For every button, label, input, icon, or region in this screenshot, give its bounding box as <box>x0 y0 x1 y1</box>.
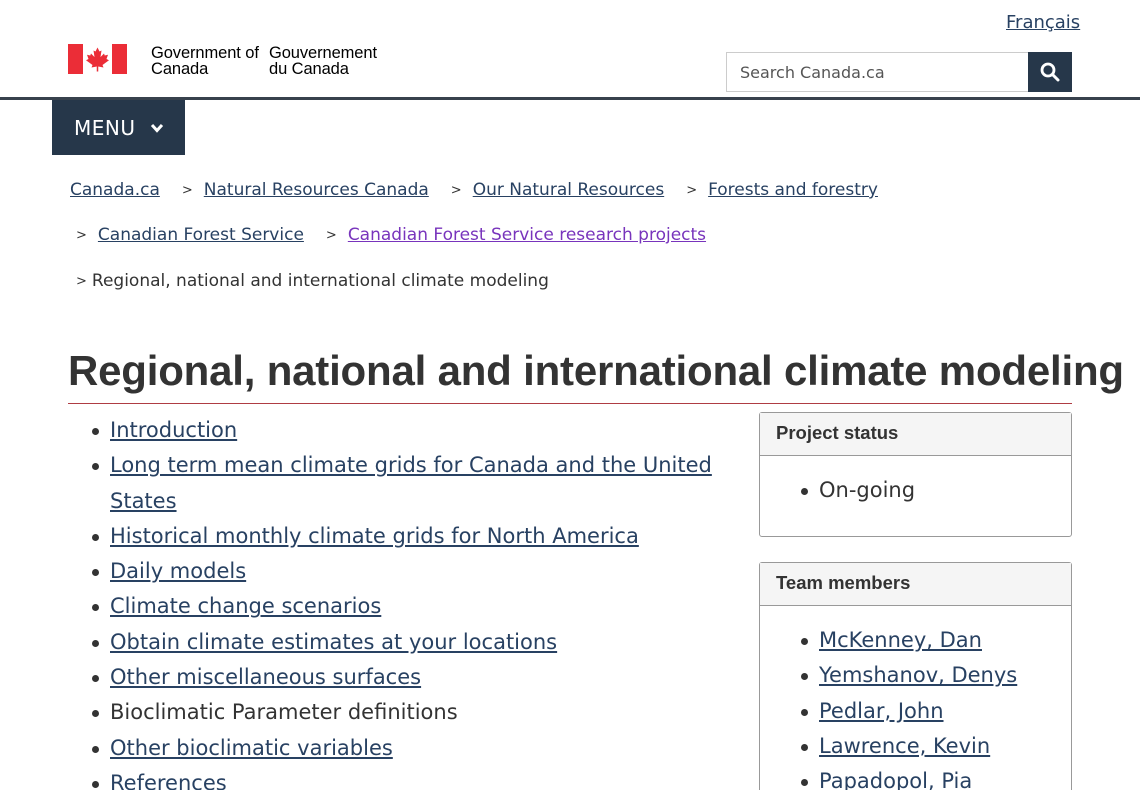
list-item: McKenney, Dan <box>801 623 1071 658</box>
menu-button[interactable]: MENU <box>52 100 185 155</box>
team-member-link[interactable]: Papadopol, Pia <box>819 769 973 790</box>
header-divider <box>0 97 1140 100</box>
breadcrumb-separator: > <box>76 273 87 289</box>
breadcrumb-separator: > <box>76 227 87 243</box>
breadcrumb-link-our-natural-resources[interactable]: Our Natural Resources <box>472 180 665 200</box>
toc-item: References <box>92 766 720 790</box>
toc-link-other-bioclimatic-variables[interactable]: Other bioclimatic variables <box>110 735 393 760</box>
breadcrumb-row: Canada.ca > Natural Resources Canada > O… <box>70 180 878 200</box>
team-members-panel: Team members McKenney, Dan Yemshanov, De… <box>759 562 1072 790</box>
site-search <box>726 52 1072 92</box>
table-of-contents: Introduction Long term mean climate grid… <box>92 413 720 790</box>
toc-item: Climate change scenarios <box>92 589 720 624</box>
team-member-link[interactable]: McKenney, Dan <box>819 628 982 652</box>
toc-link-other-miscellaneous-surfaces[interactable]: Other miscellaneous surfaces <box>110 665 422 690</box>
page-title: Regional, national and international cli… <box>68 347 1124 394</box>
breadcrumb-separator: > <box>450 182 462 198</box>
chevron-down-icon <box>150 123 163 133</box>
breadcrumb-link-natural-resources-canada[interactable]: Natural Resources Canada <box>203 180 429 200</box>
breadcrumb-row: > Canadian Forest Service > Canadian For… <box>70 225 706 245</box>
toc-item: Bioclimatic Parameter definitions <box>92 695 720 730</box>
breadcrumb-separator: > <box>686 182 698 198</box>
search-button[interactable] <box>1028 52 1072 92</box>
toc-link-introduction[interactable]: Introduction <box>110 418 238 442</box>
breadcrumb-separator: > <box>325 227 337 243</box>
panel-heading: Team members <box>760 563 1071 606</box>
status-item: On-going <box>801 473 1071 508</box>
toc-item: Daily models <box>92 554 720 589</box>
breadcrumb-current-page: Regional, national and international cli… <box>91 271 549 291</box>
team-member-link[interactable]: Yemshanov, Denys <box>819 663 1018 688</box>
toc-link-daily-models[interactable]: Daily models <box>110 559 247 584</box>
toc-item: Long term mean climate grids for Canada … <box>92 448 720 519</box>
panel-body: On-going <box>760 456 1071 508</box>
toc-item: Other bioclimatic variables <box>92 731 720 766</box>
government-of-canada-signature[interactable]: Government of Canada Gouvernement du Can… <box>68 44 377 77</box>
toc-link-references[interactable]: References <box>110 770 227 790</box>
team-member-link[interactable]: Pedlar, John <box>819 698 944 723</box>
breadcrumb-link-canadian-forest-service[interactable]: Canadian Forest Service <box>97 225 304 245</box>
maple-leaf-flag-icon <box>68 44 127 74</box>
breadcrumb-link-research-projects[interactable]: Canadian Forest Service research project… <box>347 225 707 245</box>
list-item: Papadopol, Pia <box>801 764 1071 790</box>
language-toggle-link[interactable]: Français <box>1006 12 1081 33</box>
project-status-panel: Project status On-going <box>759 412 1072 537</box>
breadcrumb-row: > Regional, national and international c… <box>70 271 549 291</box>
government-name-french: Gouvernement du Canada <box>269 44 377 78</box>
list-item: Pedlar, John <box>801 694 1071 729</box>
panel-heading: Project status <box>760 413 1071 456</box>
search-icon <box>1040 62 1060 82</box>
toc-link-climate-change-scenarios[interactable]: Climate change scenarios <box>110 594 382 619</box>
menu-label: MENU <box>74 115 136 140</box>
breadcrumb-separator: > <box>181 182 193 198</box>
toc-item: Introduction <box>92 413 720 448</box>
toc-link-historical-monthly-climate-grids[interactable]: Historical monthly climate grids for Nor… <box>110 523 639 548</box>
list-item: Yemshanov, Denys <box>801 658 1071 693</box>
toc-link-long-term-mean-climate-grids[interactable]: Long term mean climate grids for Canada … <box>110 453 712 513</box>
breadcrumb-link-canada-ca[interactable]: Canada.ca <box>70 180 160 200</box>
toc-link-obtain-climate-estimates[interactable]: Obtain climate estimates at your locatio… <box>110 629 558 654</box>
toc-item: Other miscellaneous surfaces <box>92 660 720 695</box>
toc-item: Obtain climate estimates at your locatio… <box>92 625 720 660</box>
government-name-english: Government of Canada <box>151 44 259 78</box>
toc-text-bioclimatic-parameter-definitions: Bioclimatic Parameter definitions <box>110 700 458 725</box>
team-member-link[interactable]: Lawrence, Kevin <box>819 733 991 758</box>
toc-item: Historical monthly climate grids for Nor… <box>92 519 720 554</box>
list-item: Lawrence, Kevin <box>801 729 1071 764</box>
breadcrumb-link-forests-and-forestry[interactable]: Forests and forestry <box>708 180 878 200</box>
search-input[interactable] <box>726 52 1029 92</box>
panel-body: McKenney, Dan Yemshanov, Denys Pedlar, J… <box>760 606 1071 790</box>
title-underline <box>68 403 1072 404</box>
